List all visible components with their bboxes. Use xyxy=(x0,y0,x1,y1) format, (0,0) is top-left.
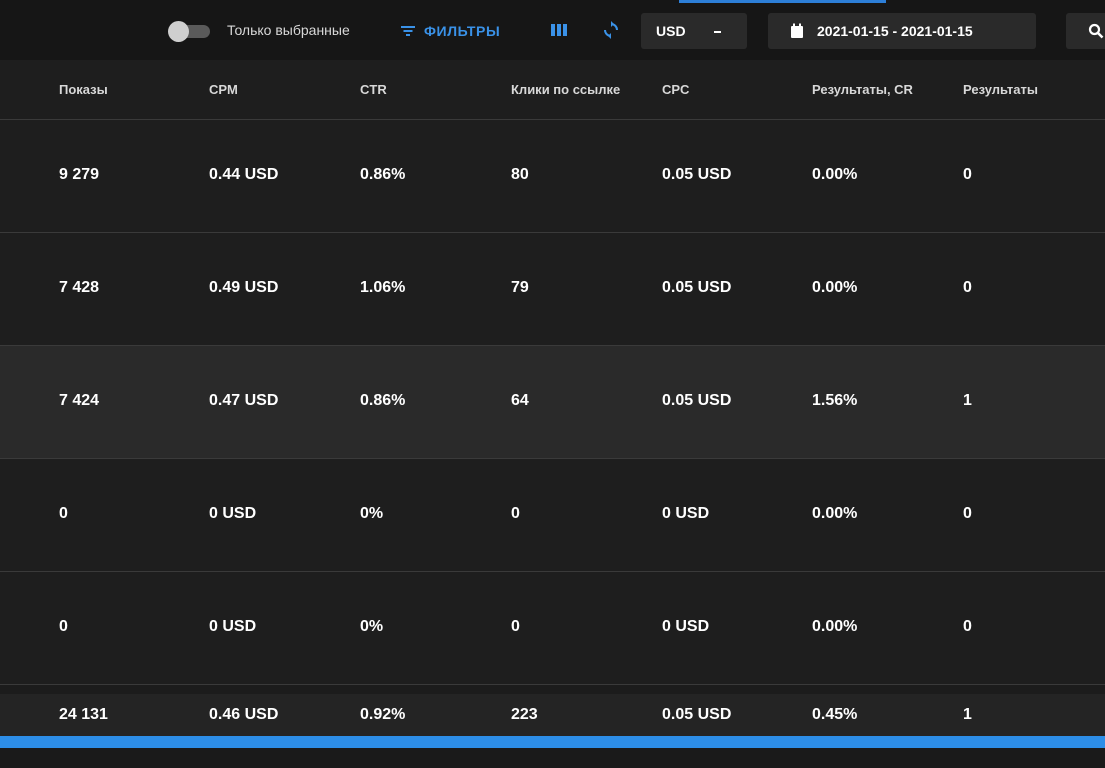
only-selected-toggle[interactable] xyxy=(168,21,212,42)
cell-ctr: 0.86% xyxy=(360,166,406,183)
cell-impressions: 0 xyxy=(59,505,68,522)
currency-value: USD xyxy=(656,23,686,39)
cell-cpc: 0.05 USD xyxy=(662,392,732,409)
cell-results-cr: 0.00% xyxy=(812,279,858,296)
cell-link-clicks: 64 xyxy=(511,392,529,409)
totals-row: 24 131 0.46 USD 0.92% 223 0.05 USD 0.45%… xyxy=(0,694,1105,736)
totals-separator xyxy=(0,685,1105,694)
date-range-picker[interactable]: 2021-01-15 - 2021-01-15 xyxy=(768,13,1036,49)
cell-cpm: 0 USD xyxy=(209,618,257,635)
refresh-button[interactable] xyxy=(600,19,622,41)
cell-ctr: 0.86% xyxy=(360,392,406,409)
cell-cpc: 0.05 USD xyxy=(662,166,732,183)
cell-ctr: 0% xyxy=(360,505,384,522)
cell-results: 0 xyxy=(963,618,972,635)
total-cpm: 0.46 USD xyxy=(209,706,279,723)
column-header-cpc[interactable]: CPC xyxy=(662,82,690,97)
cell-ctr: 1.06% xyxy=(360,279,406,296)
total-results: 1 xyxy=(963,706,972,723)
cell-impressions: 9 279 xyxy=(59,166,100,183)
column-header-ctr[interactable]: CTR xyxy=(360,82,387,97)
bottom-area xyxy=(0,748,1105,768)
table-row[interactable]: 7 424 0.47 USD 0.86% 64 0.05 USD 1.56% 1 xyxy=(0,346,1105,459)
filters-button[interactable]: ФИЛЬТРЫ xyxy=(400,20,500,42)
refresh-icon xyxy=(604,21,618,39)
filters-label: ФИЛЬТРЫ xyxy=(424,23,501,39)
cell-results: 0 xyxy=(963,166,972,183)
total-ctr: 0.92% xyxy=(360,706,406,723)
toolbar: Только выбранные ФИЛЬТРЫ USD xyxy=(0,0,1105,60)
column-header-cpm[interactable]: CPM xyxy=(209,82,238,97)
cell-cpm: 0.47 USD xyxy=(209,392,279,409)
cell-link-clicks: 80 xyxy=(511,166,529,183)
toggle-thumb xyxy=(168,21,189,42)
column-header-impressions[interactable]: Показы xyxy=(59,82,108,97)
cell-link-clicks: 0 xyxy=(511,618,520,635)
table-header: Показы CPM CTR Клики по ссылке CPC Резул… xyxy=(0,60,1105,120)
cell-results-cr: 0.00% xyxy=(812,505,858,522)
cell-impressions: 7 428 xyxy=(59,279,100,296)
cell-results: 0 xyxy=(963,279,972,296)
column-header-results[interactable]: Результаты xyxy=(963,82,1038,97)
date-range-value: 2021-01-15 - 2021-01-15 xyxy=(817,23,973,39)
cell-cpc: 0 USD xyxy=(662,618,710,635)
cell-cpc: 0.05 USD xyxy=(662,279,732,296)
cell-impressions: 7 424 xyxy=(59,392,100,409)
column-header-results-cr[interactable]: Результаты, CR xyxy=(812,82,913,97)
table-row[interactable]: 9 279 0.44 USD 0.86% 80 0.05 USD 0.00% 0 xyxy=(0,120,1105,233)
total-cpc: 0.05 USD xyxy=(662,706,732,723)
table-row[interactable]: 0 0 USD 0% 0 0 USD 0.00% 0 xyxy=(0,459,1105,572)
cell-results: 1 xyxy=(963,392,972,409)
table-row[interactable]: 0 0 USD 0% 0 0 USD 0.00% 0 xyxy=(0,572,1105,685)
cell-cpc: 0 USD xyxy=(662,505,710,522)
currency-select[interactable]: USD xyxy=(641,13,747,49)
columns-icon xyxy=(551,24,567,36)
cell-cpm: 0.49 USD xyxy=(209,279,279,296)
columns-button[interactable] xyxy=(548,19,570,41)
total-link-clicks: 223 xyxy=(511,706,538,723)
only-selected-label: Только выбранные xyxy=(227,22,350,38)
cell-link-clicks: 79 xyxy=(511,279,529,296)
cell-ctr: 0% xyxy=(360,618,384,635)
cell-results-cr: 0.00% xyxy=(812,166,858,183)
calendar-icon xyxy=(791,23,803,38)
search-icon xyxy=(1088,23,1104,39)
cell-results-cr: 1.56% xyxy=(812,392,858,409)
column-header-link-clicks[interactable]: Клики по ссылке xyxy=(511,82,621,97)
cell-results-cr: 0.00% xyxy=(812,618,858,635)
table-row[interactable]: 7 428 0.49 USD 1.06% 79 0.05 USD 0.00% 0 xyxy=(0,233,1105,346)
cell-results: 0 xyxy=(963,505,972,522)
filter-lines-icon xyxy=(401,26,415,36)
horizontal-scrollbar[interactable] xyxy=(0,736,1105,748)
cell-cpm: 0 USD xyxy=(209,505,257,522)
search-button[interactable] xyxy=(1066,13,1105,49)
total-results-cr: 0.45% xyxy=(812,706,858,723)
cell-impressions: 0 xyxy=(59,618,68,635)
total-impressions: 24 131 xyxy=(59,706,108,723)
active-tab-indicator xyxy=(679,0,886,3)
cell-cpm: 0.44 USD xyxy=(209,166,279,183)
cell-link-clicks: 0 xyxy=(511,505,520,522)
caret-down-icon xyxy=(714,31,721,33)
